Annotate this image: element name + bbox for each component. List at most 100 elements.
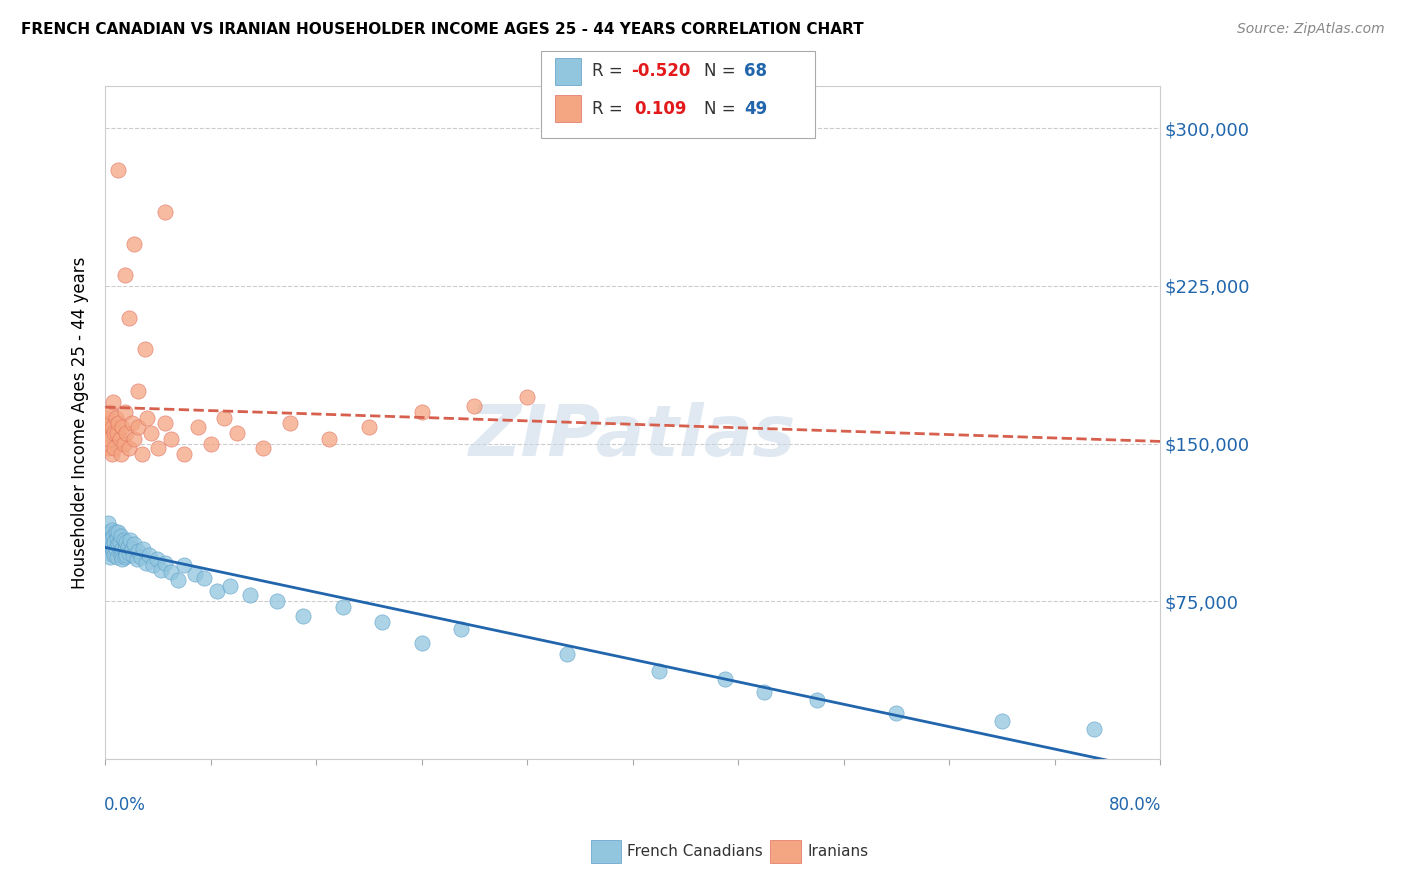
Point (100, 533, 122, 548)
Text: 49: 49 (744, 100, 768, 118)
Point (266, 594, 288, 608)
Point (278, 416, 301, 430)
Point (104, 524, 127, 539)
Point (104, 541, 127, 556)
Point (153, 557, 176, 571)
Point (132, 541, 155, 556)
Point (100, 550, 122, 565)
Point (411, 405, 433, 419)
Point (103, 548, 125, 562)
Point (101, 447, 124, 461)
Point (101, 540, 124, 554)
Point (108, 535, 131, 549)
Point (118, 441, 141, 455)
Point (129, 550, 152, 565)
Point (754, 684, 776, 698)
Text: R =: R = (592, 62, 628, 80)
Point (186, 419, 208, 434)
Point (991, 714, 1014, 728)
Point (101, 419, 124, 434)
Point (115, 548, 138, 562)
Point (122, 236, 145, 251)
Point (193, 571, 215, 585)
Point (121, 416, 143, 430)
Text: R =: R = (592, 100, 633, 118)
Point (357, 419, 380, 434)
Point (131, 447, 153, 461)
Point (212, 411, 235, 425)
Text: N =: N = (704, 62, 741, 80)
Point (160, 565, 183, 579)
Point (160, 433, 183, 447)
Point (101, 523, 124, 537)
Point (101, 529, 124, 543)
Point (117, 540, 139, 554)
Point (153, 416, 176, 430)
Text: 0.109: 0.109 (634, 100, 686, 118)
Point (122, 548, 145, 562)
Text: FRENCH CANADIAN VS IRANIAN HOUSEHOLDER INCOME AGES 25 - 44 YEARS CORRELATION CHA: FRENCH CANADIAN VS IRANIAN HOUSEHOLDER I… (21, 22, 863, 37)
Point (371, 615, 394, 630)
Point (110, 548, 132, 562)
Text: French Canadians: French Canadians (627, 845, 763, 859)
Point (101, 394, 124, 409)
Point (450, 622, 472, 636)
Point (118, 310, 141, 325)
Point (252, 441, 274, 455)
Y-axis label: Householder Income Ages 25 - 44 years: Householder Income Ages 25 - 44 years (72, 256, 89, 589)
Text: N =: N = (704, 100, 741, 118)
Point (120, 533, 142, 548)
Point (219, 579, 242, 593)
Point (135, 557, 157, 571)
Point (111, 419, 134, 434)
Point (166, 573, 188, 587)
Point (97, 537, 120, 551)
Point (114, 541, 136, 556)
Point (149, 563, 172, 577)
Point (97, 441, 120, 455)
Point (118, 546, 141, 560)
Point (103, 535, 125, 549)
Point (112, 533, 135, 548)
Point (125, 552, 148, 566)
Point (200, 436, 222, 450)
Point (98, 416, 121, 430)
Point (103, 441, 125, 455)
Point (122, 433, 145, 447)
Point (115, 426, 138, 441)
Point (98, 546, 121, 560)
Point (96, 411, 118, 425)
Point (146, 441, 169, 455)
Point (114, 550, 136, 565)
Point (97, 426, 120, 441)
Point (136, 411, 159, 425)
Point (226, 426, 249, 441)
Text: -0.520: -0.520 (631, 62, 690, 80)
Point (97, 516, 120, 531)
Point (239, 588, 262, 602)
Point (111, 541, 134, 556)
Point (127, 419, 149, 434)
Point (101, 543, 124, 558)
Point (134, 342, 156, 356)
Point (105, 531, 128, 545)
Point (127, 384, 149, 398)
Point (648, 664, 671, 678)
Text: 68: 68 (744, 62, 766, 80)
Point (516, 390, 538, 404)
Point (138, 548, 160, 562)
Point (100, 405, 122, 419)
Point (111, 552, 134, 566)
Text: Iranians: Iranians (807, 845, 868, 859)
Point (318, 433, 340, 447)
Point (806, 693, 828, 707)
Point (96, 524, 118, 539)
Text: Source: ZipAtlas.com: Source: ZipAtlas.com (1237, 22, 1385, 37)
Point (115, 535, 138, 549)
Point (98, 433, 121, 447)
Point (153, 205, 176, 219)
Point (291, 608, 314, 623)
Point (142, 558, 165, 573)
Point (110, 529, 132, 543)
Point (173, 447, 195, 461)
